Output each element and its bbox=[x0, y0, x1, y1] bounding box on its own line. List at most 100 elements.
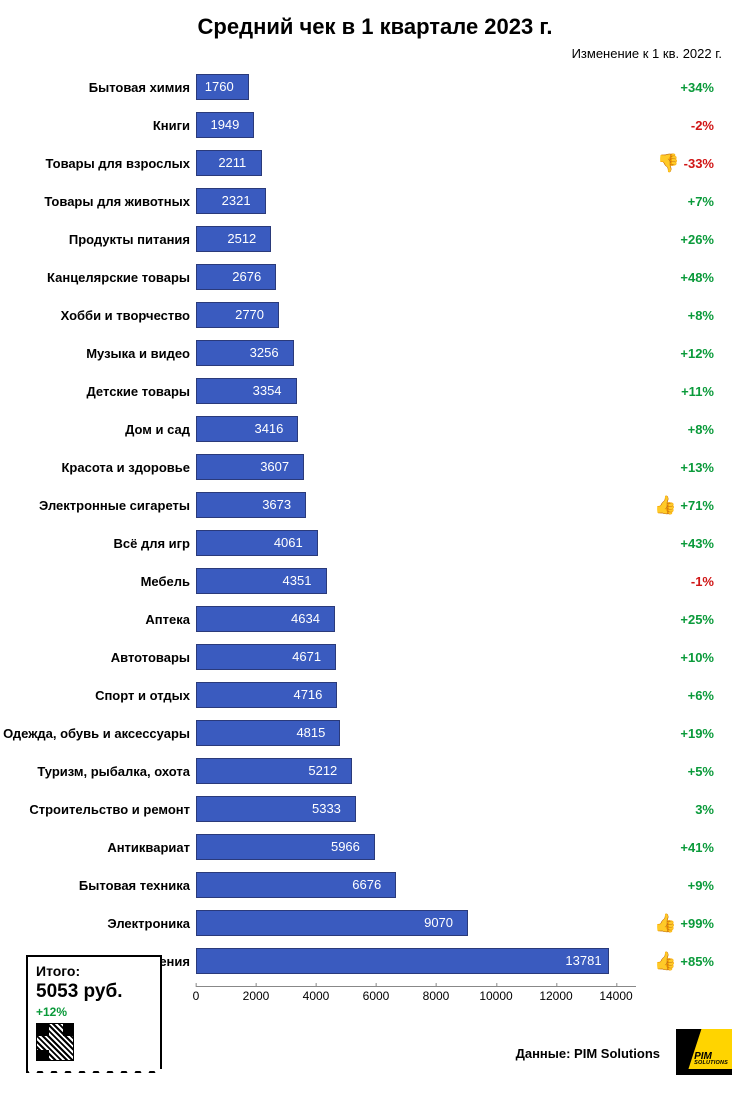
axis-tick: 14000 bbox=[599, 989, 632, 1003]
axis-tick: 8000 bbox=[423, 989, 450, 1003]
change-value: +8% bbox=[688, 422, 714, 437]
bar-value: 4671 bbox=[292, 644, 321, 670]
bar-value: 1760 bbox=[205, 74, 234, 100]
category-label: Всё для игр bbox=[0, 536, 196, 551]
chart-row: Товары для животных2321+7% bbox=[0, 182, 750, 220]
change-value: +10% bbox=[680, 650, 714, 665]
summary-value: 5053 руб. bbox=[36, 981, 152, 1003]
summary-change: +12% bbox=[36, 1005, 152, 1019]
category-label: Строительство и ремонт bbox=[0, 802, 196, 817]
change-value: +43% bbox=[680, 536, 714, 551]
category-label: Канцелярские товары bbox=[0, 270, 196, 285]
change-value: +11% bbox=[681, 384, 714, 399]
category-label: Красота и здоровье bbox=[0, 460, 196, 475]
category-label: Товары для взрослых bbox=[0, 156, 196, 171]
chart-row: Бытовая техника6676+9% bbox=[0, 866, 750, 904]
category-label: Спорт и отдых bbox=[0, 688, 196, 703]
change-value: +85% bbox=[680, 954, 714, 969]
bar-value: 4061 bbox=[274, 530, 303, 556]
category-label: Туризм, рыбалка, охота bbox=[0, 764, 196, 779]
qr-code-icon bbox=[36, 1023, 74, 1061]
bar-value: 9070 bbox=[424, 910, 453, 936]
change-value: 3% bbox=[695, 802, 714, 817]
bar-value: 4716 bbox=[293, 682, 322, 708]
thumbs-down-icon: 👎 bbox=[657, 154, 679, 172]
chart-row: Бытовая химия 1760 +34% bbox=[0, 68, 750, 106]
chart-row: Автотовары 4671 +10% bbox=[0, 638, 750, 676]
chart-row: Дом и сад 3416 +8% bbox=[0, 410, 750, 448]
bar-value: 3416 bbox=[254, 416, 283, 442]
pim-logo: PIM SOLUTIONS bbox=[676, 1029, 732, 1075]
chart-area: Бытовая химия1760+34%Книги1949-2%Товары … bbox=[0, 68, 750, 980]
bar-value: 2770 bbox=[235, 302, 264, 328]
bar bbox=[196, 948, 609, 974]
change-value: +48% bbox=[680, 270, 714, 285]
bar-value: 5333 bbox=[312, 796, 341, 822]
category-label: Одежда, обувь и аксессуары bbox=[0, 726, 196, 741]
axis-tick: 6000 bbox=[363, 989, 390, 1003]
bar-value: 13781 bbox=[565, 948, 601, 974]
category-label: Антиквариат bbox=[0, 840, 196, 855]
change-value: +71% bbox=[680, 498, 714, 513]
thumbs-up-icon: 👍 bbox=[654, 496, 676, 514]
chart-row: Канцелярские товары 2676 +48% bbox=[0, 258, 750, 296]
bar-value: 3256 bbox=[250, 340, 279, 366]
summary-box: Итого: 5053 руб. +12% bbox=[26, 955, 162, 1073]
chart-row: Одежда, обувь и аксессуары4815+19% bbox=[0, 714, 750, 752]
bar-value: 3607 bbox=[260, 454, 289, 480]
chart-row: Мебель 4351 -1% bbox=[0, 562, 750, 600]
category-label: Электроника bbox=[0, 916, 196, 931]
change-value: -33% bbox=[684, 156, 714, 171]
bar-value: 4351 bbox=[283, 568, 312, 594]
change-value: +5% bbox=[688, 764, 714, 779]
chart-row: Строительство и ремонт 5333 3% bbox=[0, 790, 750, 828]
category-label: Дом и сад bbox=[0, 422, 196, 437]
change-value: +8% bbox=[688, 308, 714, 323]
summary-title: Итого: bbox=[36, 963, 152, 979]
change-value: +13% bbox=[680, 460, 714, 475]
bar-value: 5212 bbox=[308, 758, 337, 784]
axis-tick: 10000 bbox=[479, 989, 512, 1003]
chart-row: Книги1949-2% bbox=[0, 106, 750, 144]
bar bbox=[196, 340, 294, 366]
bar-value: 2512 bbox=[227, 226, 256, 252]
chart-row: Хобби и творчество 2770 +8% bbox=[0, 296, 750, 334]
change-value: +41% bbox=[680, 840, 714, 855]
x-axis: 02000400060008000100001200014000 bbox=[196, 986, 636, 1010]
category-label: Мебель bbox=[0, 574, 196, 589]
category-label: Электронные сигареты bbox=[0, 498, 196, 513]
category-label: Автотовары bbox=[0, 650, 196, 665]
category-label: Бытовая техника bbox=[0, 878, 196, 893]
chart-row: Туризм, рыбалка, охота 5212 +5% bbox=[0, 752, 750, 790]
bar-value: 2211 bbox=[218, 150, 246, 176]
category-label: Бытовая химия bbox=[0, 80, 196, 95]
category-label: Аптека bbox=[0, 612, 196, 627]
category-label: Музыка и видео bbox=[0, 346, 196, 361]
bar-value: 3354 bbox=[253, 378, 282, 404]
change-value: +99% bbox=[680, 916, 714, 931]
chart-row: Продукты питания 2512 +26% bbox=[0, 220, 750, 258]
bar-value: 4634 bbox=[291, 606, 320, 632]
change-value: +34% bbox=[680, 80, 714, 95]
category-label: Товары для животных bbox=[0, 194, 196, 209]
category-label: Книги bbox=[0, 118, 196, 133]
logo-text: PIM SOLUTIONS bbox=[694, 1052, 728, 1066]
thumbs-up-icon: 👍 bbox=[654, 914, 676, 932]
bar-value: 1949 bbox=[210, 112, 239, 138]
chart-row: Аптека 4634 +25% bbox=[0, 600, 750, 638]
change-value: +7% bbox=[688, 194, 714, 209]
chart-title: Средний чек в 1 квартале 2023 г. bbox=[0, 0, 750, 40]
change-value: +19% bbox=[680, 726, 714, 741]
change-value: +25% bbox=[680, 612, 714, 627]
chart-row: Детские товары3354+11% bbox=[0, 372, 750, 410]
change-value: +26% bbox=[680, 232, 714, 247]
category-label: Хобби и творчество bbox=[0, 308, 196, 323]
category-label: Продукты питания bbox=[0, 232, 196, 247]
bar-value: 2676 bbox=[232, 264, 261, 290]
chart-row: Товары для взрослых 2211 👎 -33% bbox=[0, 144, 750, 182]
change-value: -1% bbox=[691, 574, 714, 589]
bar-value: 5966 bbox=[331, 834, 360, 860]
bar-value: 6676 bbox=[352, 872, 381, 898]
chart-subtitle: Изменение к 1 кв. 2022 г. bbox=[0, 40, 750, 61]
axis-tick: 4000 bbox=[303, 989, 330, 1003]
